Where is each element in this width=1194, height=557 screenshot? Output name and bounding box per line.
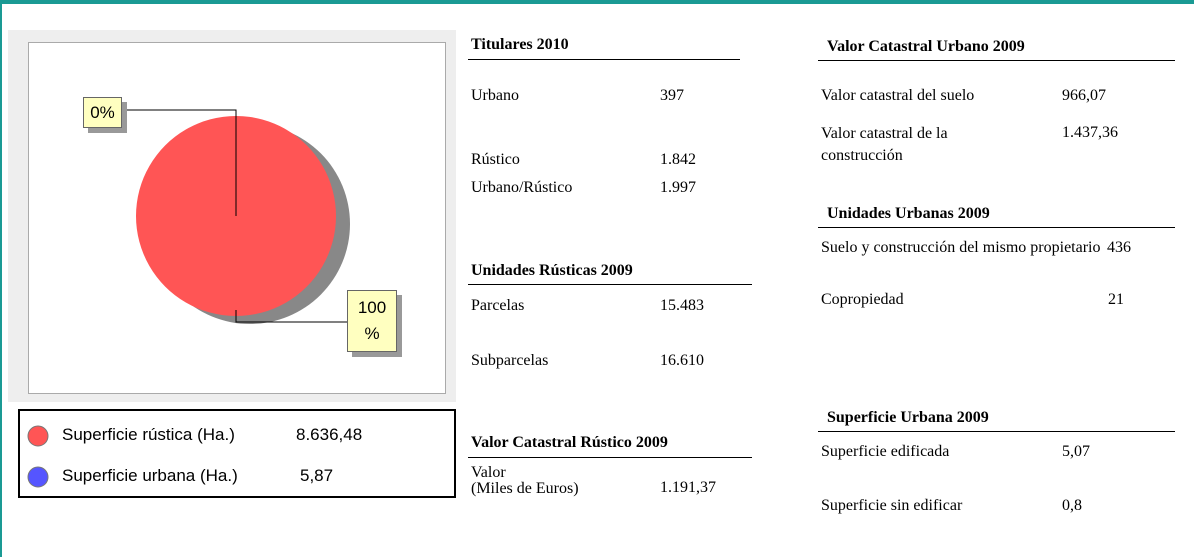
row-label: Urbano bbox=[471, 87, 519, 104]
row-label: Valor catastral del suelo bbox=[821, 87, 975, 104]
row-value: 5,07 bbox=[1062, 443, 1090, 460]
row-value: 966,07 bbox=[1062, 87, 1106, 104]
row-value: 15.483 bbox=[660, 297, 704, 314]
pie-chart bbox=[121, 109, 350, 324]
row-value: 1.842 bbox=[660, 151, 696, 168]
legend-markers bbox=[27, 425, 49, 488]
leader-line bbox=[235, 310, 347, 323]
row-label: Copropiedad bbox=[821, 291, 904, 308]
row-value: 21 bbox=[1108, 291, 1124, 308]
rule bbox=[468, 59, 740, 60]
row-label: Suelo y construcción del mismo propietar… bbox=[821, 239, 1101, 256]
row-label: Valor (Miles de Euros) bbox=[471, 464, 579, 497]
table-title: Unidades Urbanas 2009 bbox=[827, 205, 990, 222]
row-value: 1.191,37 bbox=[660, 479, 716, 496]
row-label: Subparcelas bbox=[471, 352, 549, 369]
row-label: Rústico bbox=[471, 151, 520, 168]
rule bbox=[468, 457, 752, 458]
row-value: 16.610 bbox=[660, 352, 704, 369]
row-label: Urbano/Rústico bbox=[471, 179, 573, 196]
legend-marker bbox=[27, 425, 49, 447]
rule bbox=[818, 60, 1175, 61]
row-label: Parcelas bbox=[471, 297, 525, 314]
legend-value: 5,87 bbox=[300, 466, 334, 485]
row-label: Superficie edificada bbox=[821, 443, 950, 460]
leader-line bbox=[121, 109, 237, 216]
row-value: 1.437,36 bbox=[1062, 124, 1118, 141]
table-title: Titulares 2010 bbox=[471, 36, 569, 53]
legend bbox=[18, 409, 456, 498]
legend-value: 8.636,48 bbox=[296, 425, 363, 444]
legend-marker bbox=[27, 466, 49, 488]
percent-label: 0% bbox=[83, 97, 122, 128]
row-value: 397 bbox=[660, 87, 684, 104]
legend-label: Superficie urbana (Ha.) bbox=[62, 466, 238, 485]
table-title: Unidades Rústicas 2009 bbox=[471, 262, 633, 279]
rule bbox=[468, 284, 752, 285]
table-title: Valor Catastral Rústico 2009 bbox=[471, 434, 668, 451]
row-label: Valor catastral de la construcción bbox=[821, 125, 948, 164]
row-value: 0,8 bbox=[1062, 497, 1082, 514]
row-value: 1.997 bbox=[660, 179, 696, 196]
row-label: Superficie sin edificar bbox=[821, 497, 963, 514]
rule bbox=[818, 431, 1175, 432]
table-title: Valor Catastral Urbano 2009 bbox=[827, 38, 1025, 55]
table-title: Superficie Urbana 2009 bbox=[827, 409, 989, 426]
percent-label: 100 % bbox=[347, 290, 397, 352]
legend-label: Superficie rústica (Ha.) bbox=[62, 425, 235, 444]
rule bbox=[818, 227, 1175, 228]
row-value: 436 bbox=[1107, 239, 1131, 256]
